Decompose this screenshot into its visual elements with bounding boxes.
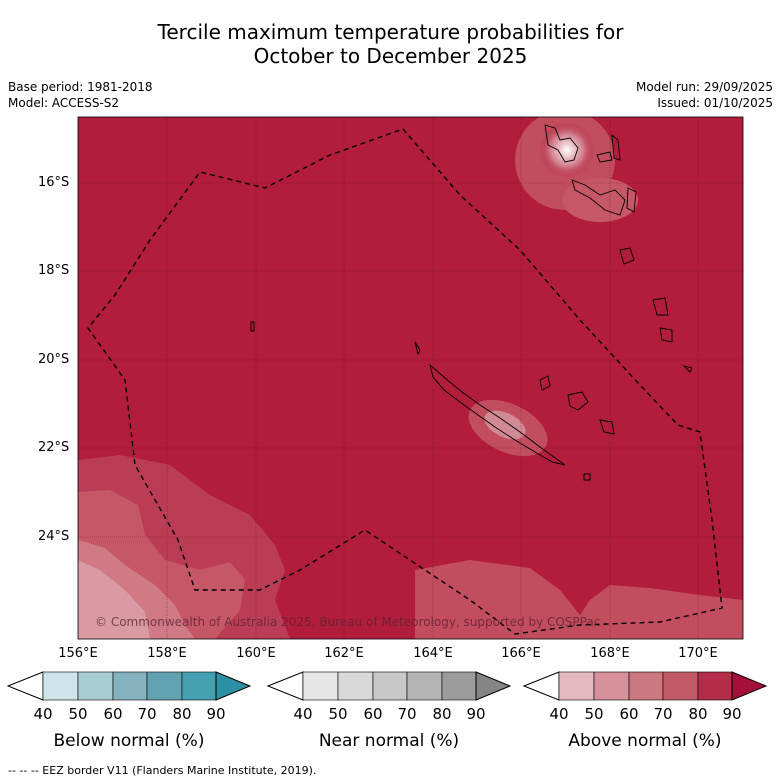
near-tick-50: 50: [328, 705, 348, 723]
y-tick-16s: 16°S: [38, 175, 70, 190]
base-period: Base period: 1981-2018: [8, 80, 153, 94]
issued-date: Issued: 01/10/2025: [657, 96, 773, 110]
probability-band-south: [415, 560, 743, 639]
map-title: Tercile maximum temperature probabilitie…: [0, 20, 781, 68]
malakula-north: [596, 151, 613, 163]
aneityum-island: [682, 365, 693, 373]
x-tick-158e: 158°E: [147, 646, 187, 661]
efate-island: [619, 247, 635, 265]
below-tick-60: 60: [103, 705, 123, 723]
meta-right: Model run: 29/09/2025 Issued: 01/10/2025: [636, 79, 773, 111]
colorbar-near-bin-2: [337, 671, 374, 701]
colorbar-near-arrow-high: [475, 671, 512, 701]
below-tick-50: 50: [68, 705, 88, 723]
colorbar-near-bin-3: [372, 671, 408, 701]
graticule: [78, 117, 743, 639]
copyright-text: © Commonwealth of Australia 2025, Bureau…: [95, 615, 600, 629]
erromango-island: [652, 297, 669, 316]
colorbar-above-bin-1: [558, 671, 595, 701]
above-tick-60: 60: [619, 705, 639, 723]
belep-island: [414, 341, 421, 356]
colorbar-below-arrow-high: [215, 671, 252, 701]
colorbar-near-bin-5: [441, 671, 477, 701]
colorbar-below-bin-5: [181, 671, 217, 701]
colorbar-above-bin-5: [697, 671, 733, 701]
above-tick-50: 50: [584, 705, 604, 723]
x-tick-160e: 160°E: [236, 646, 276, 661]
below-tick-90: 90: [206, 705, 226, 723]
title-line-1: Tercile maximum temperature probabilitie…: [157, 20, 624, 44]
new-caledonia-core: [484, 410, 526, 440]
isle-of-pines: [583, 473, 591, 481]
above-tick-40: 40: [549, 705, 569, 723]
x-tick-162e: 162°E: [324, 646, 364, 661]
maewo-island: [611, 133, 621, 161]
pentecost-island: [626, 187, 637, 213]
model-name: Model: ACCESS-S2: [8, 96, 120, 110]
vanuatu-glow: [539, 122, 595, 178]
below-tick-70: 70: [137, 705, 157, 723]
x-tick-166e: 166°E: [501, 646, 541, 661]
near-tick-90: 90: [466, 705, 486, 723]
lifou-island: [567, 391, 589, 411]
near-tick-70: 70: [397, 705, 417, 723]
colorbar-above: [522, 671, 768, 701]
x-tick-164e: 164°E: [413, 646, 453, 661]
model-run: Model run: 29/09/2025: [635, 80, 773, 94]
colorbar-below-title: Below normal (%): [53, 731, 205, 751]
title-line-2: October to December 2025: [253, 44, 528, 68]
probability-band-40: [78, 560, 150, 639]
colorbar-above-title: Above normal (%): [568, 731, 722, 751]
colorbar-below-bin-4: [146, 671, 183, 701]
y-tick-24s: 24°S: [38, 529, 70, 544]
tanna-island: [659, 327, 673, 343]
colorbar-near-arrow-low: [266, 671, 304, 701]
colorbar-below-bin-3: [112, 671, 148, 701]
y-tick-20s: 20°S: [38, 352, 70, 367]
above-tick-90: 90: [722, 705, 742, 723]
colorbar-above-arrow-high: [731, 671, 768, 701]
map-area: © Commonwealth of Australia 2025, Bureau…: [78, 117, 743, 639]
x-tick-168e: 168°E: [590, 646, 630, 661]
colorbar-above-bin-3: [628, 671, 664, 701]
near-tick-40: 40: [293, 705, 313, 723]
vanuatu-halo-south: [562, 178, 638, 222]
x-tick-170e: 170°E: [678, 646, 718, 661]
colorbar-near: [266, 671, 512, 701]
colorbar-near-bin-1: [302, 671, 339, 701]
y-tick-18s: 18°S: [38, 263, 70, 278]
x-tick-156e: 156°E: [58, 646, 98, 661]
meta-left: Base period: 1981-2018 Model: ACCESS-S2: [8, 79, 153, 111]
mare-island: [599, 419, 615, 435]
map-frame: [77, 116, 744, 640]
above-tick-70: 70: [653, 705, 673, 723]
colorbar-below-bin-1: [42, 671, 79, 701]
colorbar-below-bin-2: [77, 671, 114, 701]
colorbar-above-bin-2: [593, 671, 630, 701]
colorbar-below: [6, 671, 252, 701]
above-tick-80: 80: [688, 705, 708, 723]
below-tick-40: 40: [33, 705, 53, 723]
colorbar-near-title: Near normal (%): [318, 731, 460, 751]
malakula-island: [571, 179, 626, 216]
coastlines: [250, 124, 693, 481]
new-caledonia-island: [429, 363, 566, 466]
below-tick-80: 80: [172, 705, 192, 723]
near-tick-80: 80: [432, 705, 452, 723]
colorbar-above-bin-4: [662, 671, 699, 701]
colorbar-below-arrow-low: [6, 671, 44, 701]
chesterfield-reef: [250, 321, 255, 332]
near-tick-60: 60: [363, 705, 383, 723]
y-tick-22s: 22°S: [38, 440, 70, 455]
espiritu-santo-island: [544, 124, 579, 163]
colorbar-above-arrow-low: [522, 671, 560, 701]
ouvea-island: [539, 375, 551, 391]
eez-legend-footer: -- -- -- EEZ border V11 (Flanders Marine…: [8, 764, 317, 777]
colorbar-near-bin-4: [406, 671, 443, 701]
